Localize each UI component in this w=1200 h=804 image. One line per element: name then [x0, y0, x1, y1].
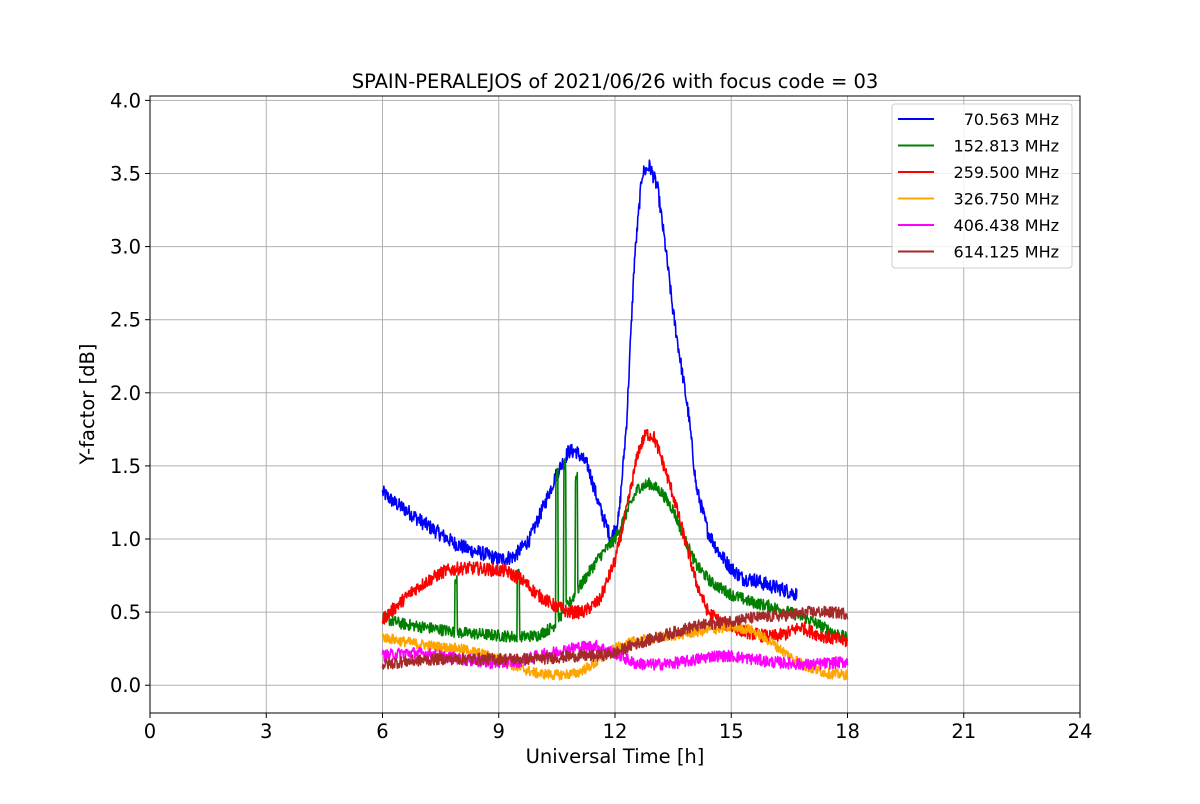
x-tick-label: 15 — [719, 720, 744, 743]
series-lines — [381, 159, 849, 681]
x-tick-label: 21 — [951, 720, 976, 743]
y-tick-label: 1.0 — [110, 528, 141, 551]
x-tick-label: 12 — [603, 720, 628, 743]
legend-label-2: 152.813 MHz — [954, 137, 1059, 156]
y-axis-label: Y-factor [dB] — [76, 344, 99, 466]
series-line-3 — [381, 429, 848, 648]
y-tick-label: 1.5 — [110, 455, 141, 478]
x-axis-label: Universal Time [h] — [526, 745, 705, 768]
x-tick-label: 0 — [144, 720, 156, 743]
series-line-1 — [381, 159, 798, 601]
legend-label-1: 70.563 MHz — [964, 110, 1059, 129]
x-tick-label: 3 — [260, 720, 272, 743]
y-tick-label: 2.5 — [110, 309, 141, 332]
y-tick-label: 4.0 — [110, 89, 141, 112]
x-tick-label: 6 — [376, 720, 388, 743]
legend-box — [891, 103, 1073, 269]
x-tick-label: 9 — [493, 720, 505, 743]
legend-label-4: 326.750 MHz — [954, 190, 1059, 209]
y-tick-label: 3.0 — [110, 236, 141, 259]
series-line-6 — [381, 605, 849, 670]
series-line-2 — [382, 458, 849, 643]
x-tick-label: 18 — [835, 720, 860, 743]
y-tick-label: 0.5 — [110, 601, 141, 624]
legend-label-5: 406.438 MHz — [954, 216, 1059, 235]
x-tick-label: 24 — [1068, 720, 1093, 743]
legend-label-3: 259.500 MHz — [954, 163, 1059, 182]
y-tick-label: 3.5 — [110, 162, 141, 185]
y-tick-label: 2.0 — [110, 382, 141, 405]
y-tick-label: 0.0 — [110, 674, 141, 697]
y-axis-ticks: 0.0 0.5 1.0 1.5 2.0 2.5 3.0 3.5 4.0 — [110, 89, 150, 697]
chart-title: SPAIN-PERALEJOS of 2021/06/26 with focus… — [352, 70, 879, 93]
legend: 70.563 MHz 152.813 MHz 259.500 MHz 326.750 … — [891, 103, 1073, 269]
legend-label-6: 614.125 MHz — [954, 243, 1059, 262]
x-axis-ticks: 0 3 6 9 12 15 18 21 24 — [144, 713, 1093, 743]
